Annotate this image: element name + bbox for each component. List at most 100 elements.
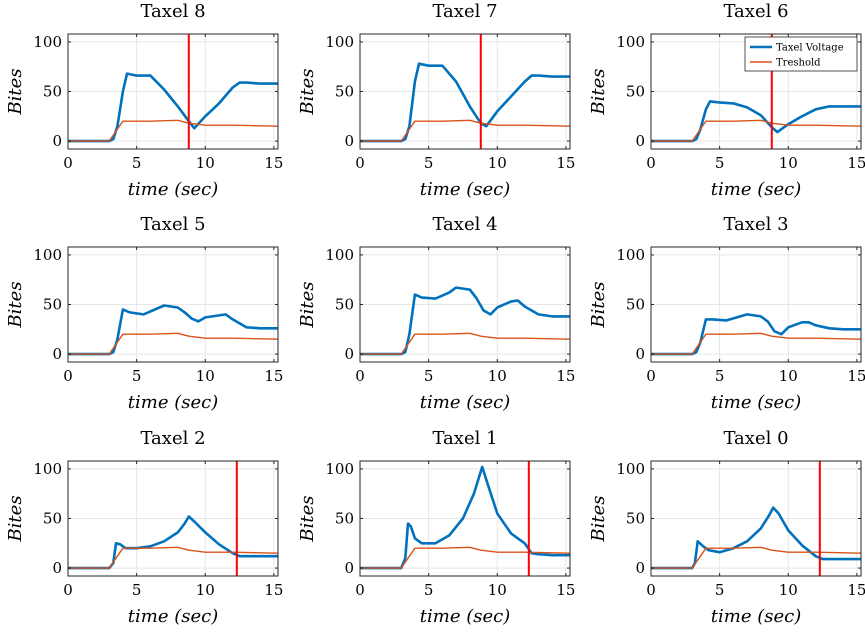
x-tick-label: 0 (646, 154, 656, 172)
x-tick-label: 0 (355, 154, 365, 172)
x-tick-label: 15 (264, 367, 283, 385)
y-axis-label: Bites (297, 68, 318, 115)
legend: Taxel Voltage Treshold (744, 36, 858, 72)
x-tick-label: 15 (264, 154, 283, 172)
subplot-taxel-4: 0 5 10 15 0 50 100 Taxel 4 time (sec) Bites (297, 214, 575, 413)
y-tick-label: 100 (616, 460, 645, 478)
x-tick-label: 10 (488, 154, 507, 172)
subplot-title: Taxel 2 (140, 428, 205, 449)
y-tick-label: 50 (43, 83, 62, 101)
series-taxel-voltage-line (651, 506, 861, 570)
x-tick-label: 5 (424, 154, 434, 172)
subplot-title: Taxel 3 (723, 214, 788, 235)
subplot-taxel-2: 0 5 10 15 0 50 100 Taxel 2 time (sec) Bites (5, 428, 283, 627)
subplot-taxel-8: 0 5 10 15 0 50 100 Taxel 8 time (sec) Bites (5, 1, 283, 200)
x-axis-label: time (sec) (711, 606, 801, 627)
x-axis-label: time (sec) (711, 392, 801, 413)
subplot-taxel-5: 0 5 10 15 0 50 100 Taxel 5 time (sec) Bites (5, 214, 283, 413)
series-threshold-line (651, 119, 861, 142)
x-tick-label: 5 (715, 581, 725, 599)
y-tick-label: 0 (52, 345, 62, 363)
x-tick-label: 0 (63, 367, 73, 385)
y-tick-label: 0 (344, 132, 354, 150)
series-taxel-voltage-line (68, 72, 278, 143)
series-threshold-line (360, 332, 570, 355)
y-tick-label: 0 (635, 132, 645, 150)
subplot-taxel-1: 0 5 10 15 0 50 100 Taxel 1 time (sec) Bites (297, 428, 575, 627)
x-axis-label: time (sec) (128, 392, 218, 413)
y-tick-label: 50 (335, 510, 354, 528)
series-threshold-line (360, 546, 570, 569)
x-axis-label: time (sec) (128, 179, 218, 200)
y-tick-label: 50 (626, 510, 645, 528)
y-tick-label: 0 (52, 132, 62, 150)
y-axis-label: Bites (5, 495, 26, 542)
x-axis-label: time (sec) (420, 392, 510, 413)
series-threshold-line (68, 332, 278, 355)
y-axis-label: Bites (588, 281, 609, 328)
x-tick-label: 10 (196, 367, 215, 385)
x-tick-label: 0 (63, 154, 73, 172)
series-threshold-line (68, 119, 278, 142)
y-axis-label: Bites (5, 281, 26, 328)
series-taxel-voltage-line (651, 313, 861, 356)
subplot-title: Taxel 6 (723, 1, 788, 22)
y-tick-label: 100 (616, 246, 645, 264)
series-taxel-voltage-line (68, 304, 278, 356)
y-tick-label: 50 (335, 83, 354, 101)
series-taxel-voltage-line (68, 515, 278, 570)
x-tick-label: 0 (355, 581, 365, 599)
x-tick-label: 0 (63, 581, 73, 599)
y-tick-label: 50 (335, 296, 354, 314)
x-tick-label: 0 (646, 367, 656, 385)
x-tick-label: 5 (424, 581, 434, 599)
x-tick-label: 15 (847, 367, 865, 385)
x-tick-label: 5 (132, 367, 142, 385)
subplot-taxel-0: 0 5 10 15 0 50 100 Taxel 0 time (sec) Bites (588, 428, 865, 627)
subplot-taxel-3: 0 5 10 15 0 50 100 Taxel 3 time (sec) Bites (588, 214, 865, 413)
series-taxel-voltage-line (360, 286, 570, 356)
y-tick-label: 0 (635, 345, 645, 363)
y-tick-label: 100 (33, 460, 62, 478)
y-tick-label: 50 (43, 510, 62, 528)
legend-box (744, 36, 858, 72)
legend-label: Taxel Voltage (776, 43, 844, 54)
y-tick-label: 100 (616, 33, 645, 51)
x-axis-label: time (sec) (420, 179, 510, 200)
series-threshold-line (651, 332, 861, 355)
x-axis-label: time (sec) (420, 606, 510, 627)
y-tick-label: 50 (626, 83, 645, 101)
legend-label: Treshold (776, 58, 821, 69)
x-tick-label: 15 (556, 581, 575, 599)
x-tick-label: 10 (488, 367, 507, 385)
y-axis-label: Bites (5, 68, 26, 115)
series-taxel-voltage-line (360, 62, 570, 143)
y-tick-label: 0 (635, 559, 645, 577)
x-tick-label: 5 (715, 367, 725, 385)
y-tick-label: 100 (325, 460, 354, 478)
x-tick-label: 10 (488, 581, 507, 599)
series-threshold-line (68, 546, 278, 569)
subplot-title: Taxel 0 (723, 428, 788, 449)
series-threshold-line (360, 119, 570, 142)
y-axis-label: Bites (297, 495, 318, 542)
x-tick-label: 10 (779, 367, 798, 385)
x-tick-label: 5 (715, 154, 725, 172)
x-tick-label: 10 (779, 581, 798, 599)
subplot-title: Taxel 1 (432, 428, 497, 449)
y-tick-label: 0 (52, 559, 62, 577)
x-tick-label: 5 (132, 581, 142, 599)
x-tick-label: 0 (646, 581, 656, 599)
y-tick-label: 100 (33, 33, 62, 51)
x-axis-label: time (sec) (711, 179, 801, 200)
y-tick-label: 0 (344, 559, 354, 577)
subplot-title: Taxel 8 (140, 1, 205, 22)
y-axis-label: Bites (297, 281, 318, 328)
y-tick-label: 50 (626, 296, 645, 314)
x-tick-label: 15 (264, 581, 283, 599)
x-axis-label: time (sec) (128, 606, 218, 627)
x-tick-label: 5 (424, 367, 434, 385)
x-tick-label: 10 (196, 154, 215, 172)
y-tick-label: 100 (325, 246, 354, 264)
